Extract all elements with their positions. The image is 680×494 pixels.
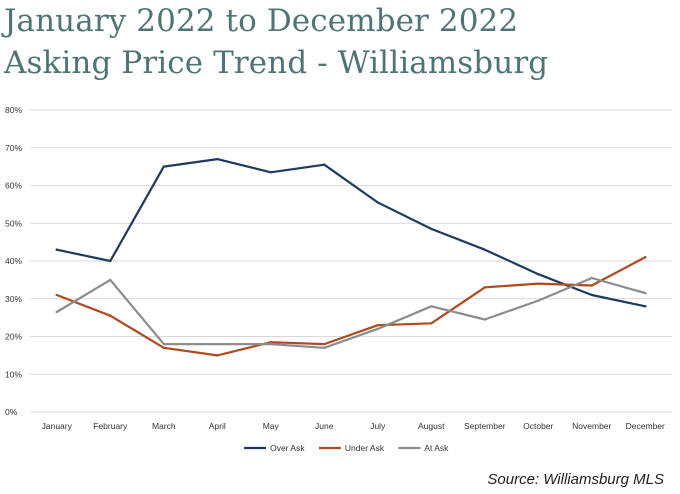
x-tick-label: October [523,421,553,431]
data-point-under-ask [109,314,112,317]
series-line-under-ask [55,256,647,357]
data-point-at-ask [483,318,486,321]
data-point-over-ask [216,157,219,161]
legend-label-over-ask: Over Ask [270,443,305,453]
data-point-over-ask [162,165,165,168]
data-point-under-ask [269,340,272,344]
x-tick-label: August [418,421,445,431]
x-tick-label: April [209,421,226,431]
y-tick-label: 40% [5,256,22,266]
gridlines [30,109,672,413]
series-line-over-ask [55,158,647,308]
data-point-under-ask [430,322,433,325]
data-point-at-ask [216,342,219,346]
data-point-under-ask [537,282,540,285]
y-tick-label: 80% [5,105,22,115]
data-point-under-ask [483,286,486,289]
data-point-under-ask [216,354,219,357]
data-point-at-ask [644,291,647,295]
data-point-at-ask [590,276,593,280]
data-point-at-ask [162,342,165,346]
x-tick-label: May [263,421,280,431]
x-tick-label: December [626,421,665,431]
data-point-over-ask [55,248,58,251]
x-tick-label: June [315,421,334,431]
x-tick-label: January [42,421,73,431]
data-point-at-ask [430,305,433,308]
data-point-over-ask [269,171,272,174]
y-axis: 0% 10% 20% 30% 40% 50% 60% 70% 80% [5,105,22,417]
y-tick-label: 0% [5,407,18,417]
data-point-at-ask [55,310,58,314]
x-tick-label: September [464,421,506,431]
x-tick-label: March [152,421,176,431]
source-note: Source: Williamsburg MLS [487,471,664,488]
series-lines [55,157,647,357]
data-point-under-ask [162,346,165,350]
x-tick-label: February [93,421,128,431]
data-point-at-ask [323,346,326,350]
data-point-over-ask [109,259,112,263]
series-line-at-ask [55,276,647,349]
data-point-over-ask [430,227,433,231]
y-tick-label: 20% [5,332,22,342]
chart-subtitle: Asking Price Trend - Williamsburg [4,45,549,81]
x-tick-label: July [370,421,386,431]
data-point-over-ask [644,305,647,308]
chart-title: January 2022 to December 2022 [4,3,519,39]
data-point-over-ask [323,163,326,166]
data-point-over-ask [537,273,540,276]
data-point-under-ask [590,284,593,287]
y-tick-label: 10% [5,369,22,379]
data-point-at-ask [376,327,379,331]
data-point-over-ask [590,293,593,297]
x-axis: January February March April May June July Augu… [42,421,665,431]
y-tick-label: 50% [5,218,22,228]
data-point-at-ask [537,299,540,302]
data-point-over-ask [483,248,486,251]
data-point-under-ask [376,323,379,327]
y-tick-label: 70% [5,143,22,153]
data-point-at-ask [269,342,272,346]
data-point-at-ask [109,278,112,282]
legend-label-at-ask: At Ask [424,443,449,453]
data-point-under-ask [644,256,647,259]
y-tick-label: 30% [5,294,22,304]
data-point-over-ask [376,201,379,204]
data-point-under-ask [55,293,58,297]
legend-label-under-ask: Under Ask [345,443,385,453]
x-tick-label: November [572,421,611,431]
data-point-under-ask [323,342,326,346]
legend: Over Ask Under Ask At Ask [244,443,449,453]
y-tick-label: 60% [5,181,22,191]
